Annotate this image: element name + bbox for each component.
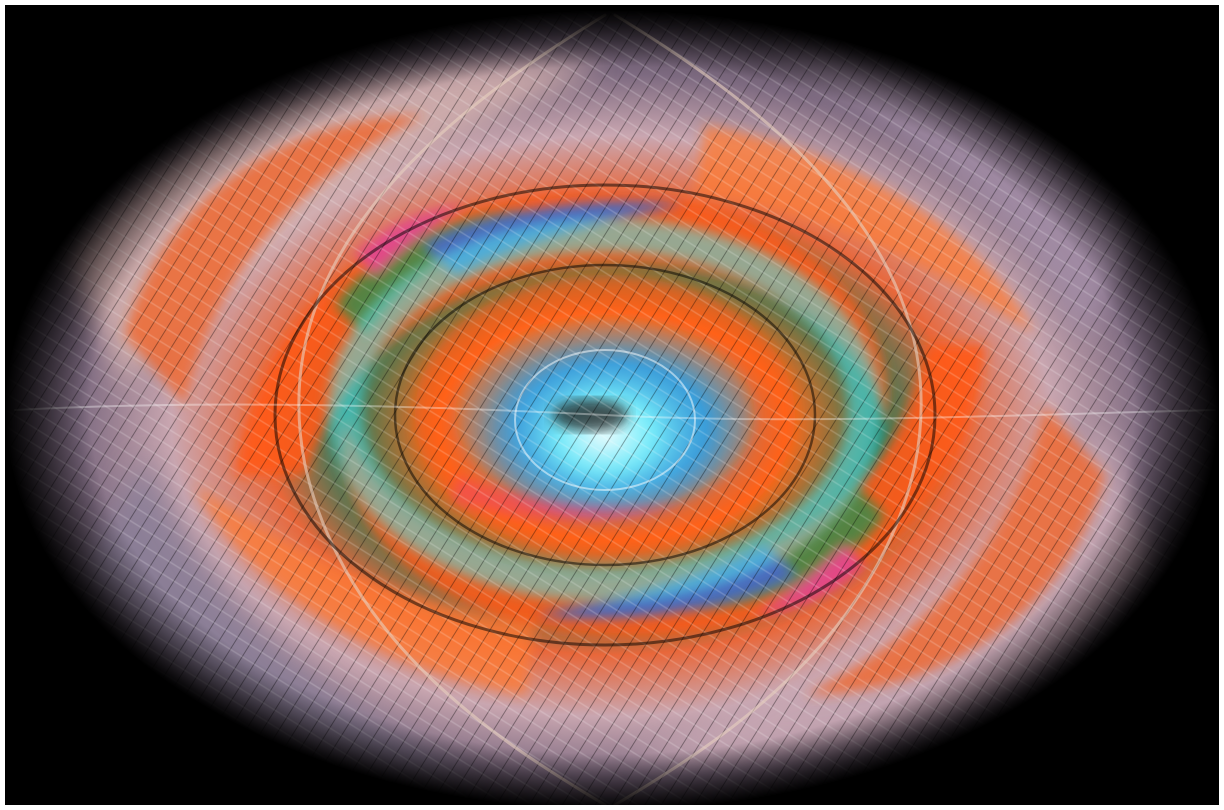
swirl-lines [14, 13, 1216, 805]
abstract-swirl-artwork [5, 10, 1219, 805]
image-frame [5, 5, 1219, 805]
plaid-texture [5, 10, 1219, 805]
